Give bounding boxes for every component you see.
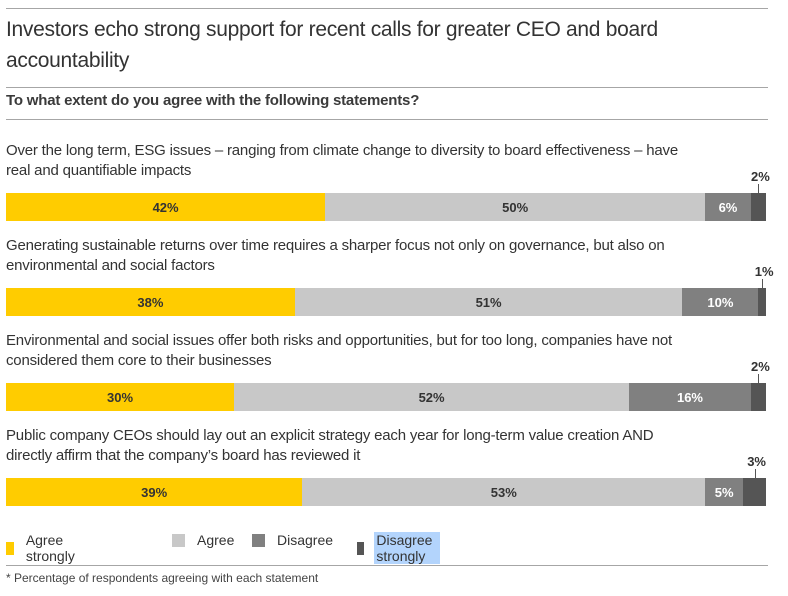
stacked-bar: 30% 52% 16% bbox=[6, 383, 766, 411]
bar-segment-disagree-strongly bbox=[743, 478, 766, 506]
data-label: 39% bbox=[141, 484, 168, 500]
callout-leader-line bbox=[758, 374, 760, 383]
legend-swatch bbox=[252, 533, 265, 547]
stacked-bar: 38% 51% 10% bbox=[6, 288, 766, 316]
legend-item-agree-strongly: Agree strongly bbox=[6, 532, 82, 564]
legend-swatch bbox=[6, 541, 14, 555]
data-label: 5% bbox=[714, 484, 734, 500]
stacked-bar: 42% 50% 6% bbox=[6, 193, 766, 221]
statement-text: Public company CEOs should lay out an ex… bbox=[6, 427, 654, 464]
data-label: 51% bbox=[475, 294, 502, 310]
data-label: 38% bbox=[137, 294, 164, 310]
data-label: 53% bbox=[490, 484, 517, 500]
bar-segment-agree: 50% bbox=[325, 193, 706, 221]
legend-swatch bbox=[357, 541, 365, 555]
legend-item-agree: Agree bbox=[172, 532, 236, 548]
callout-leader-line bbox=[754, 469, 756, 478]
bar-segment-disagree: 10% bbox=[682, 288, 759, 316]
data-label-callout: 2% bbox=[750, 359, 770, 374]
bar-segment-agree-strongly: 42% bbox=[6, 193, 326, 221]
bar-segment-agree-strongly: 30% bbox=[6, 383, 234, 411]
data-label: 16% bbox=[676, 389, 703, 405]
statement-row: Over the long term, ESG issues – ranging… bbox=[6, 141, 770, 233]
legend-item-disagree: Disagree bbox=[252, 532, 335, 548]
subtitle-rule bbox=[6, 119, 768, 120]
footnote: * Percentage of respondents agreeing wit… bbox=[6, 571, 319, 585]
bar-segment-agree: 53% bbox=[302, 478, 706, 506]
bar-segment-agree: 51% bbox=[294, 288, 683, 316]
bar-segment-disagree-strongly bbox=[750, 383, 766, 411]
data-label: 52% bbox=[418, 389, 445, 405]
bar-segment-disagree: 6% bbox=[705, 193, 751, 221]
chart-subtitle: To what extent do you agree with the fol… bbox=[6, 92, 420, 109]
data-label: 42% bbox=[152, 199, 179, 215]
title-rule bbox=[6, 87, 768, 88]
bar-segment-agree-strongly: 38% bbox=[6, 288, 295, 316]
callout-leader-line bbox=[762, 279, 764, 288]
bar-segment-disagree: 16% bbox=[629, 383, 751, 411]
data-label: 30% bbox=[106, 389, 134, 405]
data-label-callout: 3% bbox=[747, 454, 766, 469]
legend-swatch bbox=[172, 533, 185, 547]
stacked-bar: 39% 53% 5% bbox=[6, 478, 766, 506]
bar-segment-disagree-strongly bbox=[758, 288, 766, 316]
data-label: 6% bbox=[718, 199, 738, 215]
data-label: 50% bbox=[502, 199, 529, 215]
bar-segment-disagree: 5% bbox=[705, 478, 744, 506]
bar-segment-disagree-strongly bbox=[750, 193, 766, 221]
bar-segment-agree-strongly: 39% bbox=[6, 478, 303, 506]
data-label-callout: 2% bbox=[750, 169, 770, 184]
bar-segment-agree: 52% bbox=[234, 383, 630, 411]
statement-row: Generating sustainable returns over time… bbox=[6, 236, 774, 328]
statement-text: Generating sustainable returns over time… bbox=[6, 237, 665, 274]
callout-leader-line bbox=[758, 184, 760, 193]
legend-label: Agree bbox=[197, 532, 235, 548]
data-label-callout: 1% bbox=[754, 264, 774, 279]
statement-text: Over the long term, ESG issues – ranging… bbox=[6, 142, 678, 179]
legend-label: Agree strongly bbox=[25, 532, 75, 564]
statement-text: Environmental and social issues offer bo… bbox=[6, 332, 672, 369]
chart-title: Investors echo strong support for recent… bbox=[6, 18, 658, 72]
data-label: 10% bbox=[707, 294, 734, 310]
statement-row: Environmental and social issues offer bo… bbox=[6, 331, 770, 423]
legend-label: Disagree strongly bbox=[374, 532, 441, 564]
legend-label: Disagree bbox=[277, 532, 334, 548]
footnote-rule bbox=[6, 565, 768, 566]
top-rule bbox=[6, 8, 768, 9]
legend-item-disagree-strongly: Disagree strongly bbox=[357, 532, 441, 564]
statement-row: Public company CEOs should lay out an ex… bbox=[6, 426, 766, 518]
